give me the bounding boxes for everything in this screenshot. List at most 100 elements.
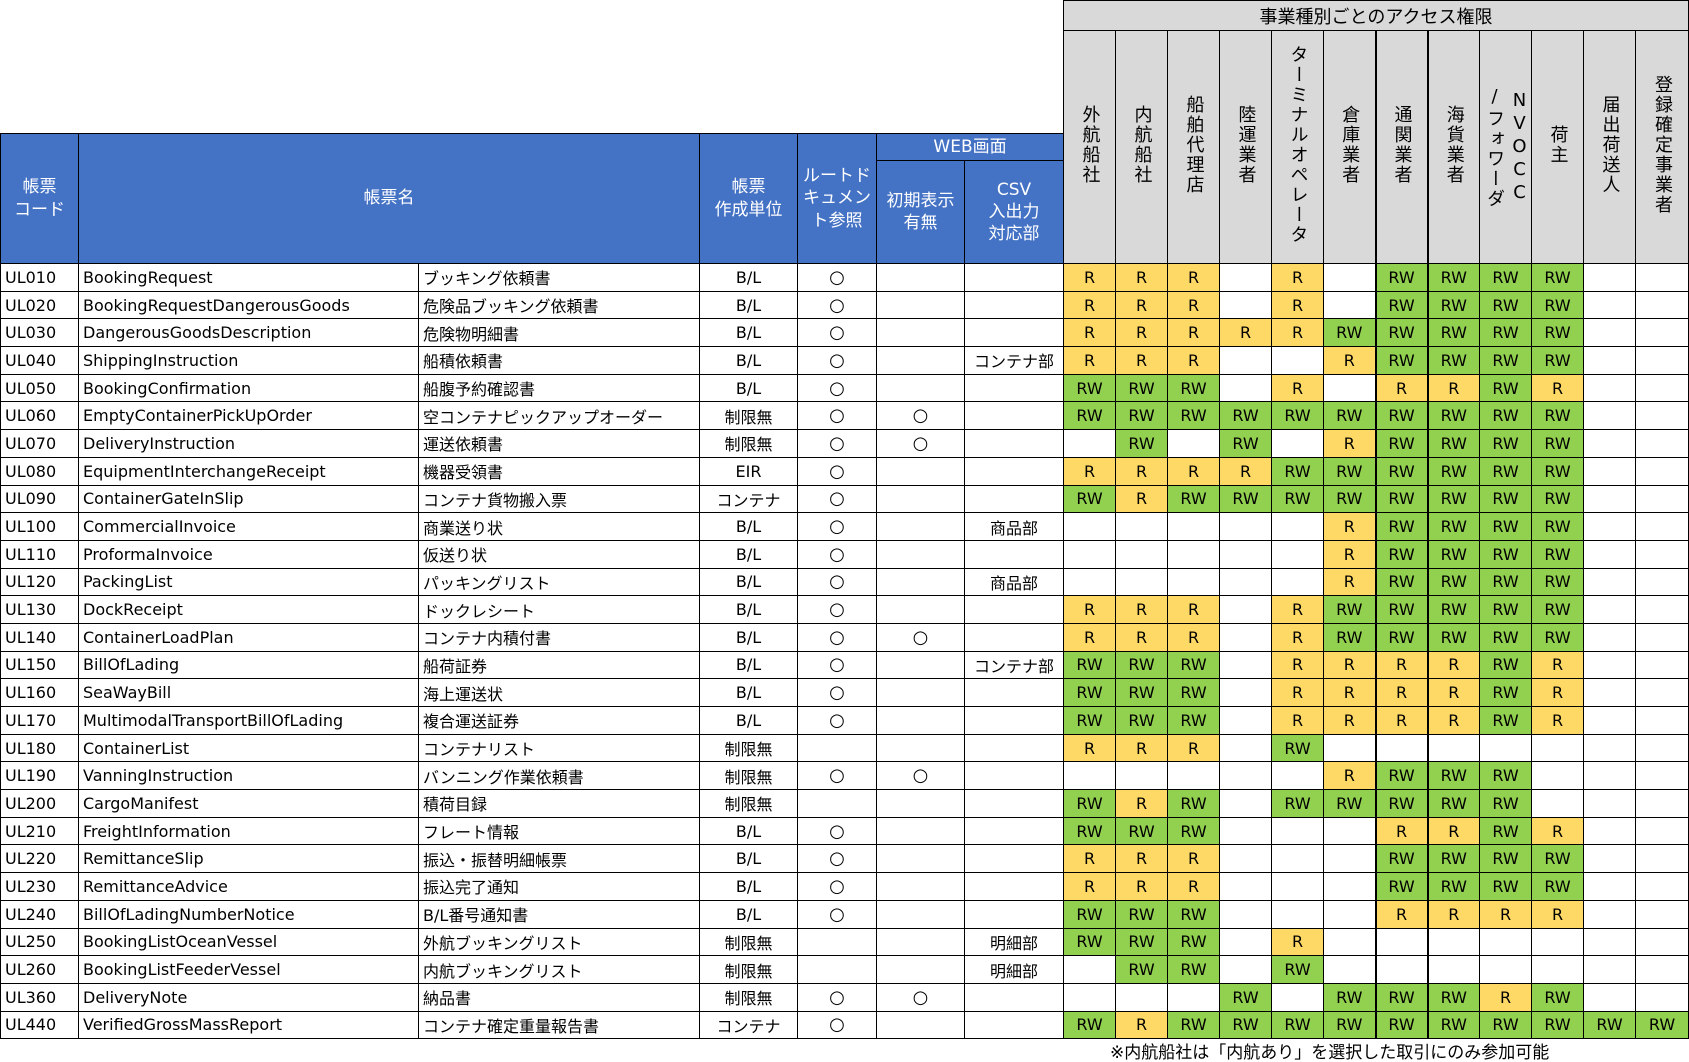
access-cell: RW [1063,484,1116,514]
access-column-header: 海貨業者 [1426,30,1480,264]
access-cell [1063,429,1116,458]
form-unit: B/L [699,622,798,652]
form-name-ja: 空コンテナピックアップオーダー [418,401,700,431]
form-code: UL140 [0,622,79,652]
access-cell: RW [1531,595,1584,624]
access-cell: R [1271,318,1324,348]
access-cell: R [1115,1010,1168,1040]
access-cell [1167,429,1220,458]
access-cell: RW [1374,290,1428,320]
access-cell [1063,982,1116,1012]
access-cell: R [1323,512,1376,541]
access-cell: RW [1115,899,1168,929]
column-label: 届出荷送人 [1599,95,1621,195]
access-column-header: 登録確定事業者 [1635,30,1689,264]
form-name-en: BookingRequest [78,263,419,292]
access-cell [1479,955,1532,984]
access-cell: RW [1115,816,1168,846]
access-cell [1219,567,1272,597]
access-cell [1635,401,1689,431]
form-name-ja: コンテナ内積付書 [418,622,700,652]
access-cell: RW [1271,789,1324,818]
root-document-ref [797,789,877,818]
access-cell: RW [1426,982,1480,1012]
access-cell: R [1531,899,1584,929]
table-row: UL240 BillOfLadingNumberNotice B/L番号通知書 B/L… [0,899,1689,929]
access-cell: R [1374,816,1428,846]
access-cell: RW [1426,789,1480,818]
access-cell: RW [1374,872,1428,901]
access-cell: RW [1479,373,1532,403]
column-label: 海貨業者 [1443,105,1465,185]
initial-display [876,678,965,707]
form-name-en: DeliveryNote [78,982,419,1012]
csv-department [964,290,1064,320]
access-cell: RW [1374,1010,1428,1040]
form-name-ja: バンニング作業依頼書 [418,761,700,791]
access-cell [1583,678,1636,707]
access-cell: RW [1479,290,1532,320]
csv-department: 商品部 [964,567,1064,597]
form-unit: B/L [699,595,798,624]
csv-department [964,318,1064,348]
access-cell [1426,955,1480,984]
access-cell [1219,706,1272,735]
access-cell [1635,373,1689,403]
form-name-ja: 納品書 [418,982,700,1012]
access-cell: RW [1063,927,1116,957]
access-cell: R [1219,318,1272,348]
table-row: UL160 SeaWayBill 海上運送状 B/L ○ RW RW RW R R R R RW R [0,678,1689,707]
initial-display [876,318,965,348]
access-cell: RW [1479,761,1532,791]
root-document-ref: ○ [797,622,877,652]
form-code: UL070 [0,429,79,458]
root-document-ref: ○ [797,456,877,486]
access-cell: RW [1479,872,1532,901]
table-row: UL070 DeliveryInstruction 運送依頼書 制限無 ○ ○ RW RW R R… [0,429,1689,458]
access-cell: RW [1374,263,1428,292]
access-cell: RW [1531,622,1584,652]
access-cell: RW [1374,401,1428,431]
root-document-ref [797,955,877,984]
access-cell: R [1167,263,1220,292]
access-cell [1583,512,1636,541]
form-name-en: CargoManifest [78,789,419,818]
access-column-header: 船舶代理店 [1167,30,1220,264]
access-cell: R [1167,872,1220,901]
access-cell: RW [1479,456,1532,486]
access-cell: RW [1167,1010,1220,1040]
form-code: UL060 [0,401,79,431]
form-code: UL180 [0,733,79,763]
access-cell: RW [1219,484,1272,514]
access-cell: RW [1374,595,1428,624]
access-cell [1219,650,1272,680]
access-cell [1635,650,1689,680]
form-name-ja: B/L番号通知書 [418,899,700,929]
initial-display [876,346,965,375]
access-cell: RW [1323,484,1376,514]
form-name-en: RemittanceAdvice [78,872,419,901]
column-label: 荷主 [1547,125,1569,165]
access-cell: RW [1426,567,1480,597]
form-name-en: VanningInstruction [78,761,419,791]
access-cell [1583,706,1636,735]
form-name-ja: 内航ブッキングリスト [418,955,700,984]
access-column-header: 外航船社 [1063,30,1116,264]
access-cell: RW [1374,346,1428,375]
access-cell [1531,733,1584,763]
access-cell [1583,761,1636,791]
initial-display [876,290,965,320]
access-cell [1219,816,1272,846]
access-cell [1583,844,1636,874]
access-cell [1219,789,1272,818]
form-name-ja: 仮送り状 [418,539,700,569]
access-cell: RW [1531,484,1584,514]
initial-display [876,650,965,680]
access-cell: RW [1167,650,1220,680]
access-cell: RW [1531,567,1584,597]
access-cell: R [1323,706,1376,735]
form-name-en: EmptyContainerPickUpOrder [78,401,419,431]
access-cell [1635,678,1689,707]
access-cell [1323,733,1376,763]
access-cell [1479,927,1532,957]
